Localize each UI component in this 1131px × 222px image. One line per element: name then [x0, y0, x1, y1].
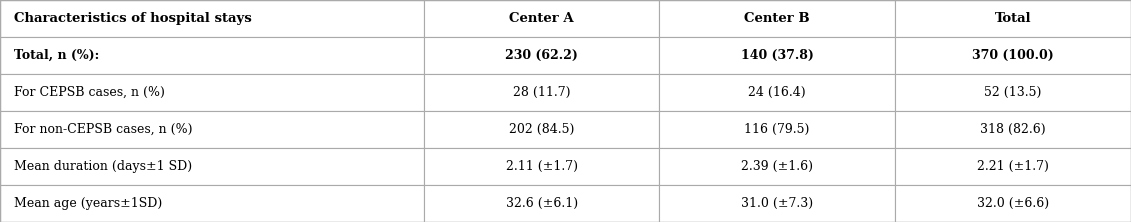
Text: 116 (79.5): 116 (79.5) — [744, 123, 810, 136]
Text: 202 (84.5): 202 (84.5) — [509, 123, 575, 136]
Bar — [895, 111, 1131, 148]
Text: 140 (37.8): 140 (37.8) — [741, 49, 813, 62]
Bar — [424, 0, 659, 37]
Text: 318 (82.6): 318 (82.6) — [979, 123, 1046, 136]
Bar — [0, 37, 424, 74]
Text: Mean age (years±1SD): Mean age (years±1SD) — [14, 197, 162, 210]
Text: 32.6 (±6.1): 32.6 (±6.1) — [506, 197, 578, 210]
Bar — [424, 111, 659, 148]
Bar — [895, 37, 1131, 74]
Text: Total: Total — [994, 12, 1031, 25]
Bar — [0, 111, 424, 148]
Bar — [0, 148, 424, 185]
Bar — [0, 74, 424, 111]
Bar — [424, 148, 659, 185]
Bar — [659, 148, 895, 185]
Text: 2.39 (±1.6): 2.39 (±1.6) — [741, 160, 813, 173]
Text: 32.0 (±6.6): 32.0 (±6.6) — [977, 197, 1048, 210]
Text: 230 (62.2): 230 (62.2) — [506, 49, 578, 62]
Bar — [659, 0, 895, 37]
Text: 31.0 (±7.3): 31.0 (±7.3) — [741, 197, 813, 210]
Bar — [0, 185, 424, 222]
Bar — [659, 74, 895, 111]
Text: For CEPSB cases, n (%): For CEPSB cases, n (%) — [14, 86, 164, 99]
Text: 52 (13.5): 52 (13.5) — [984, 86, 1042, 99]
Text: Center A: Center A — [509, 12, 575, 25]
Text: Characteristics of hospital stays: Characteristics of hospital stays — [14, 12, 251, 25]
Bar — [895, 74, 1131, 111]
Text: 24 (16.4): 24 (16.4) — [749, 86, 805, 99]
Bar — [659, 111, 895, 148]
Text: 2.21 (±1.7): 2.21 (±1.7) — [977, 160, 1048, 173]
Text: Mean duration (days±1 SD): Mean duration (days±1 SD) — [14, 160, 191, 173]
Bar — [895, 185, 1131, 222]
Text: Center B: Center B — [744, 12, 810, 25]
Bar — [424, 74, 659, 111]
Text: 2.11 (±1.7): 2.11 (±1.7) — [506, 160, 578, 173]
Text: For non-CEPSB cases, n (%): For non-CEPSB cases, n (%) — [14, 123, 192, 136]
Text: 370 (100.0): 370 (100.0) — [972, 49, 1054, 62]
Bar — [0, 0, 424, 37]
Bar — [424, 185, 659, 222]
Bar — [659, 37, 895, 74]
Bar — [424, 37, 659, 74]
Text: Total, n (%):: Total, n (%): — [14, 49, 98, 62]
Text: 28 (11.7): 28 (11.7) — [513, 86, 570, 99]
Bar — [895, 0, 1131, 37]
Bar — [895, 148, 1131, 185]
Bar — [659, 185, 895, 222]
